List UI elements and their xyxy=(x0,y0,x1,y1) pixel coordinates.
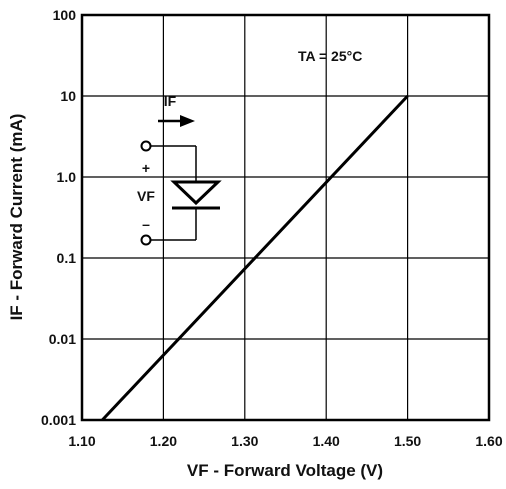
cathode-terminal xyxy=(140,234,152,246)
x-axis-label: VF - Forward Voltage (V) xyxy=(187,461,383,480)
y-axis-label: IF - Forward Current (mA) xyxy=(7,114,26,321)
plus-sign: + xyxy=(142,160,150,176)
minus-sign: – xyxy=(142,216,150,232)
y-tick-label: 1.0 xyxy=(57,169,77,185)
x-tick-label: 1.40 xyxy=(313,433,340,449)
x-tick-label: 1.20 xyxy=(150,433,177,449)
plot-frame xyxy=(80,13,491,422)
current-arrow-head xyxy=(180,115,195,127)
series-line xyxy=(101,94,409,422)
series-layer xyxy=(101,94,409,422)
y-tick-label: 0.001 xyxy=(41,412,76,428)
anode-terminal xyxy=(140,140,152,152)
y-tick-label: 10 xyxy=(60,88,76,104)
y-tick-label: 0.01 xyxy=(49,331,76,347)
x-tick-labels: 1.10 1.20 1.30 1.40 1.50 1.60 xyxy=(68,433,502,449)
voltage-symbol-label: VF xyxy=(137,188,155,204)
diode-schematic: IF + VF – xyxy=(137,93,222,246)
x-tick-label: 1.10 xyxy=(68,433,95,449)
diode-triangle-icon xyxy=(170,180,222,206)
grid-lines xyxy=(82,15,489,420)
x-tick-label: 1.60 xyxy=(475,433,502,449)
y-tick-label: 0.1 xyxy=(57,250,77,266)
x-tick-label: 1.50 xyxy=(394,433,421,449)
temperature-annotation: TA = 25°C xyxy=(298,48,362,64)
y-tick-label: 100 xyxy=(53,7,77,23)
current-symbol-label: IF xyxy=(164,93,177,109)
x-tick-label: 1.30 xyxy=(231,433,258,449)
y-tick-labels: 0.001 0.01 0.1 1.0 10 100 xyxy=(41,7,76,428)
